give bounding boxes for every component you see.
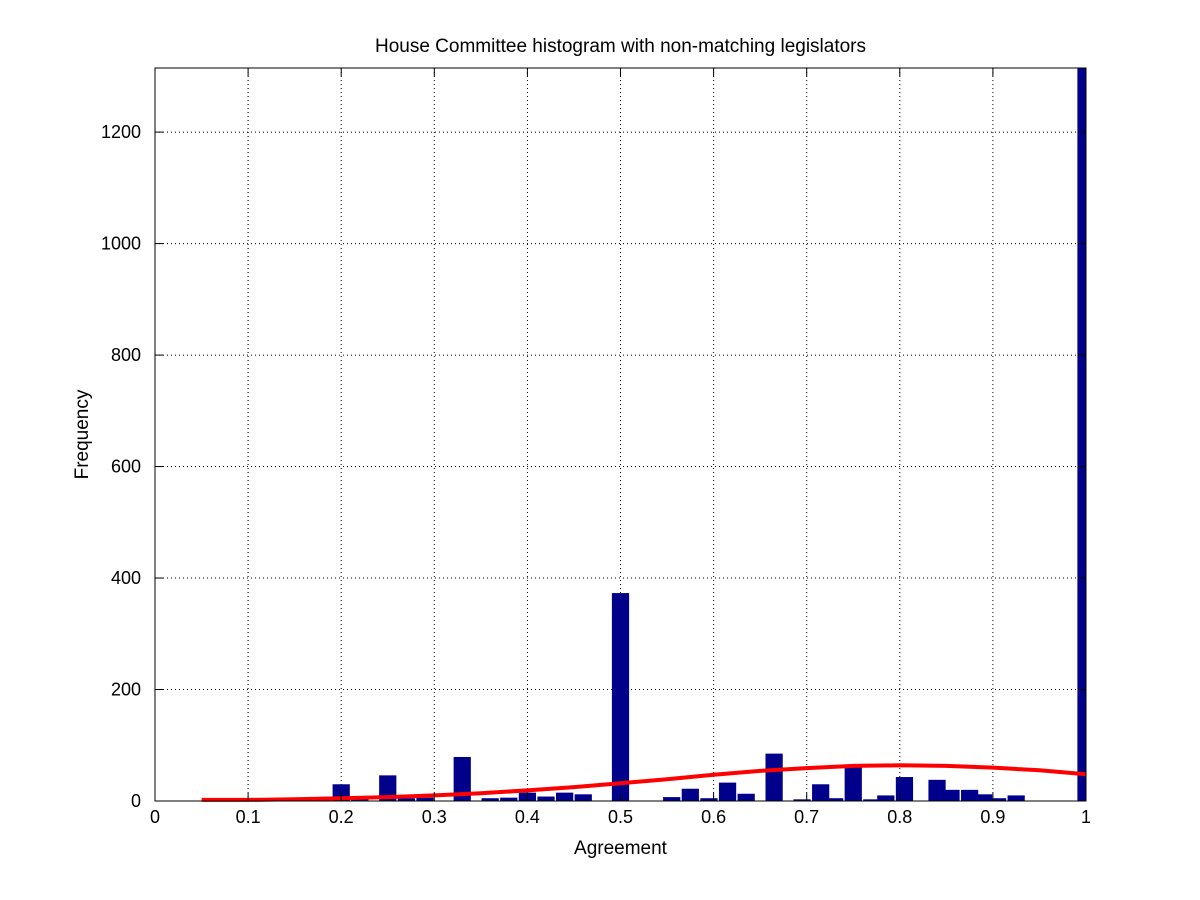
histogram-bar: [812, 784, 830, 801]
histogram-bar: [397, 798, 415, 801]
y-axis-title: Frequency: [72, 389, 93, 479]
histogram-bar: [737, 793, 755, 801]
x-tick-label: 0: [150, 807, 160, 827]
y-tick-label: 600: [111, 457, 141, 477]
histogram-bar: [844, 764, 862, 801]
y-tick-label: 800: [111, 345, 141, 365]
y-tick-label: 1200: [101, 122, 141, 142]
y-tick-label: 0: [131, 791, 141, 811]
x-tick-label: 0.8: [887, 807, 912, 827]
histogram-bar: [826, 798, 844, 801]
histogram-bar: [765, 753, 783, 801]
x-tick-label: 0.9: [980, 807, 1005, 827]
histogram-bar: [942, 789, 960, 801]
y-tick-label: 400: [111, 568, 141, 588]
x-tick-label: 0.2: [329, 807, 354, 827]
x-axis-ticks: 0 0.1 0.2 0.3 0.4 0.5 0.6 0.7 0.8 0.9 1: [150, 68, 1091, 827]
histogram-bar: [988, 798, 1007, 801]
histogram-bar: [574, 794, 592, 801]
y-tick-label: 200: [111, 680, 141, 700]
histogram-bar: [877, 795, 895, 801]
fit-curve-line: [201, 763, 1087, 802]
y-tick-label: 1000: [101, 234, 141, 254]
histogram-bar: [793, 799, 811, 801]
x-tick-label: 1: [1081, 807, 1091, 827]
x-tick-label: 0.5: [608, 807, 633, 827]
histogram-bar: [1077, 68, 1086, 801]
histogram-bar: [611, 593, 630, 801]
x-tick-label: 0.7: [794, 807, 819, 827]
histogram-bar: [863, 799, 881, 801]
x-tick-label: 0.4: [515, 807, 540, 827]
histogram-bar: [500, 797, 518, 801]
histogram-bar: [700, 798, 718, 801]
histogram-bar: [895, 777, 914, 801]
histogram-bar: [537, 796, 555, 801]
histogram-bars: [304, 68, 1086, 801]
x-tick-label: 0.1: [236, 807, 261, 827]
histogram-bar: [481, 798, 499, 801]
histogram-bar: [556, 792, 574, 801]
y-axis-ticks: 0 200 400 600 800 1000 1200: [101, 122, 1086, 811]
x-axis-title: Agreement: [574, 838, 668, 859]
histogram-bar: [681, 788, 699, 801]
histogram-bar: [416, 797, 434, 801]
histogram-bar: [928, 779, 946, 801]
x-tick-label: 0.6: [701, 807, 726, 827]
x-tick-label: 0.3: [422, 807, 447, 827]
histogram-bar: [718, 782, 737, 801]
histogram-bar: [1007, 795, 1025, 801]
histogram-bar: [974, 794, 993, 801]
histogram-bar: [453, 756, 471, 801]
chart-title: House Committee histogram with non-match…: [375, 36, 866, 57]
histogram-bar: [663, 797, 681, 801]
histogram-bar: [379, 775, 397, 801]
histogram-bar: [961, 789, 979, 801]
